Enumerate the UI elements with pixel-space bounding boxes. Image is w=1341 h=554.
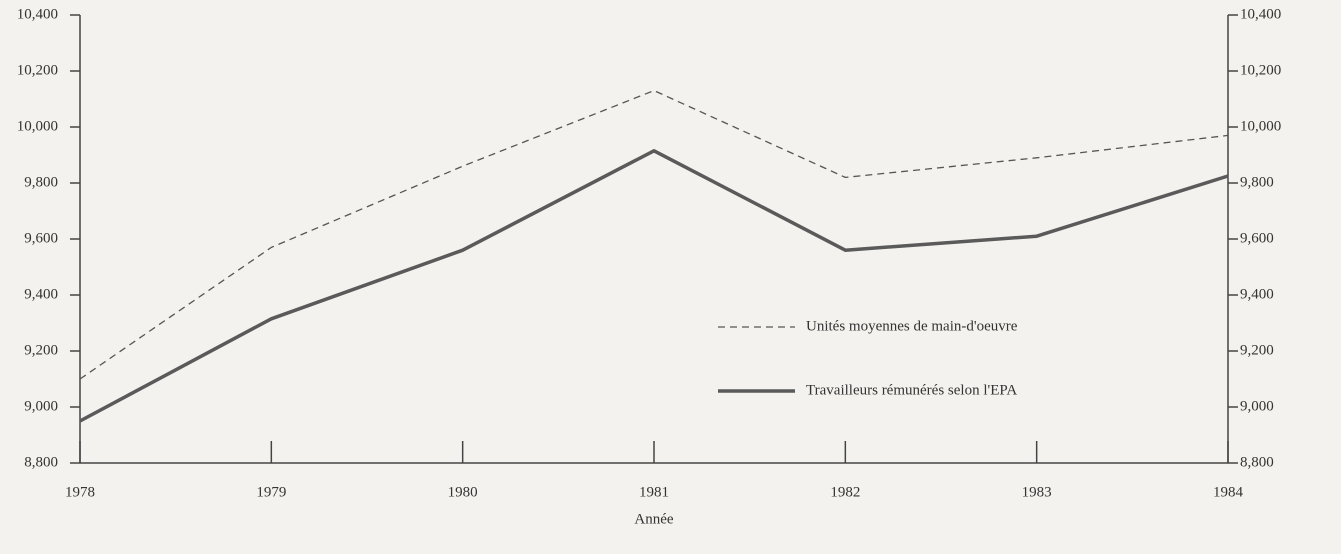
y-tick-label: 9,400 [24, 286, 58, 302]
y-tick-label: 10,000 [17, 118, 58, 134]
y-tick-label: 9,600 [24, 230, 58, 246]
y-tick-label: 10,400 [17, 6, 58, 22]
legend-label: Unités moyennes de main-d'oeuvre [806, 318, 1018, 334]
series-line [79, 149, 1229, 423]
legend-label: Travailleurs rémunérés selon l'EPA [806, 382, 1017, 398]
x-tick-label: 1979 [256, 484, 286, 500]
y2-tick-label: 8,800 [1240, 454, 1274, 470]
series-line [79, 89, 1229, 380]
y2-tick-label: 9,800 [1240, 174, 1274, 190]
y2-tick-label: 10,200 [1240, 62, 1281, 78]
y-tick-label: 10,200 [17, 62, 58, 78]
y2-tick-label: 10,400 [1240, 6, 1281, 22]
y-tick-label: 9,800 [24, 174, 58, 190]
y-tick-label: 9,200 [24, 342, 58, 358]
y2-tick-label: 9,000 [1240, 398, 1274, 414]
x-tick-label: 1983 [1022, 484, 1052, 500]
y2-tick-label: 10,000 [1240, 118, 1281, 134]
y2-tick-label: 9,400 [1240, 286, 1274, 302]
y2-tick-label: 9,600 [1240, 230, 1274, 246]
x-tick-label: 1984 [1213, 484, 1244, 500]
x-tick-label: 1982 [830, 484, 860, 500]
x-tick-label: 1980 [448, 484, 478, 500]
y-tick-label: 9,000 [24, 398, 58, 414]
x-tick-label: 1978 [65, 484, 95, 500]
y2-tick-label: 9,200 [1240, 342, 1274, 358]
x-tick-label: 1981 [639, 484, 669, 500]
y-tick-label: 8,800 [24, 454, 58, 470]
x-axis-label: Année [634, 511, 673, 527]
